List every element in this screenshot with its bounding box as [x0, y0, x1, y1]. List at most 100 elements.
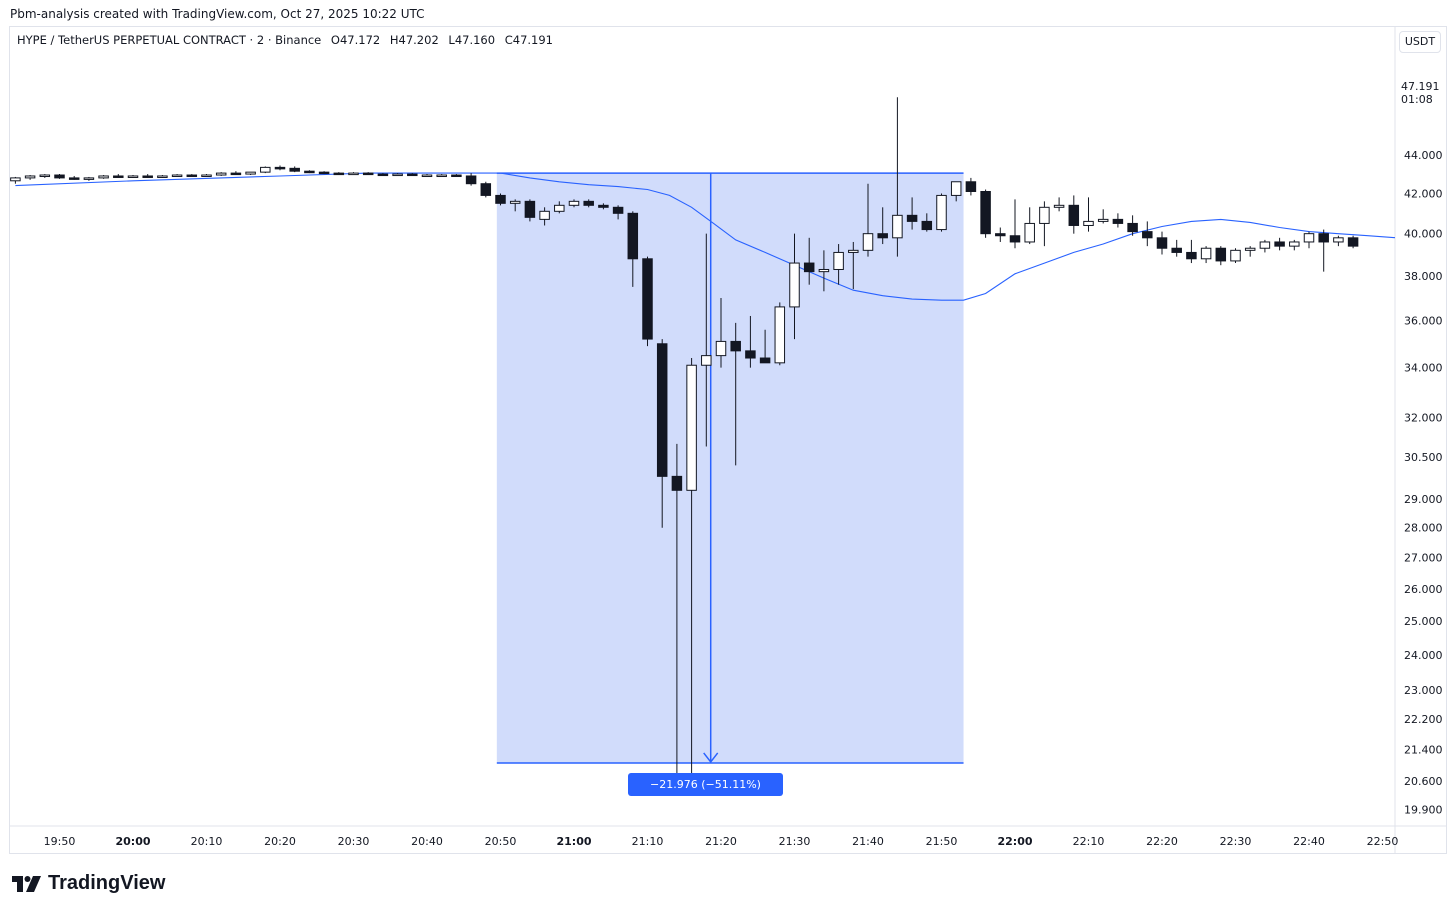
- price-tick-label: 29.000: [1404, 493, 1443, 506]
- candle: [1097, 209, 1109, 224]
- candle-body-down: [1068, 204, 1080, 226]
- candle-body-down: [1347, 237, 1359, 247]
- candle: [1244, 246, 1256, 257]
- candle: [348, 172, 359, 176]
- candle-body-down: [965, 181, 977, 192]
- candle-body-up: [201, 174, 212, 178]
- candle-body-up: [1259, 241, 1271, 249]
- candle-body-down: [612, 206, 624, 214]
- candle: [421, 174, 433, 178]
- candle-body-up: [1083, 220, 1094, 226]
- candle-body-down: [730, 340, 741, 352]
- candle: [965, 177, 977, 196]
- time-tick-label: 20:30: [338, 835, 370, 848]
- candle: [950, 181, 962, 202]
- candle-body-up: [1230, 249, 1241, 262]
- candle: [936, 193, 947, 232]
- price-tick-label: 24.000: [1404, 649, 1443, 662]
- candle: [598, 203, 609, 210]
- candle: [127, 175, 139, 178]
- candle: [671, 443, 683, 793]
- candle: [833, 244, 844, 285]
- candle: [877, 207, 888, 245]
- candle: [715, 297, 727, 368]
- currency-unit-button[interactable]: USDT: [1399, 31, 1441, 53]
- candle-body-down: [1156, 237, 1168, 249]
- time-tick-label: 21:20: [705, 835, 737, 848]
- candle: [803, 237, 815, 285]
- symbol-name[interactable]: HYPE / TetherUS PERPETUAL CONTRACT · 2 ·…: [17, 33, 322, 47]
- candle: [1156, 231, 1168, 255]
- candle-body-up: [554, 204, 565, 212]
- candle-body-up: [24, 175, 36, 179]
- candle: [1186, 239, 1197, 264]
- candle-body-up: [245, 171, 256, 175]
- time-tick-label: 21:10: [632, 835, 664, 848]
- candle: [1289, 239, 1300, 251]
- candle: [1009, 199, 1021, 249]
- candle: [1347, 235, 1359, 249]
- candle-body-up: [1053, 204, 1065, 208]
- candle: [98, 175, 109, 179]
- candle: [451, 174, 462, 178]
- candle: [1112, 213, 1124, 228]
- candle: [260, 166, 271, 174]
- candle-body-up: [701, 355, 712, 366]
- last-price-tag: 47.191 01:08: [1401, 80, 1440, 106]
- candle-body-up: [1039, 206, 1050, 224]
- candle-body-up: [1200, 247, 1212, 260]
- time-tick-label: 22:20: [1146, 835, 1178, 848]
- last-price-tag-bg: [1398, 78, 1444, 106]
- candle-body-up: [862, 233, 874, 251]
- candle: [480, 181, 492, 198]
- time-tick-label: 22:40: [1293, 835, 1325, 848]
- time-tick-label: 20:10: [191, 835, 223, 848]
- candle-body-down: [68, 177, 80, 180]
- candle-body-up: [83, 177, 95, 180]
- candle-body-down: [407, 173, 418, 177]
- time-tick-label: 20:00: [115, 835, 150, 848]
- candle-body-up: [260, 166, 271, 173]
- candle-body-down: [1009, 235, 1021, 243]
- candle: [142, 174, 153, 178]
- candle-body-down: [1127, 222, 1138, 233]
- candle: [1127, 215, 1138, 236]
- candle-body-down: [465, 175, 477, 185]
- candle: [289, 166, 300, 173]
- time-tick-label: 22:10: [1073, 835, 1105, 848]
- candle: [539, 207, 550, 226]
- candle-body-down: [524, 200, 536, 218]
- candle: [1259, 239, 1271, 253]
- candle-body-up: [1024, 222, 1035, 243]
- candle-body-down: [583, 200, 594, 206]
- candle-body-down: [980, 190, 991, 235]
- candle-body-down: [995, 233, 1006, 237]
- price-tick-label: 40.000: [1404, 228, 1443, 241]
- candle-body-down: [1142, 231, 1153, 239]
- price-tick-label: 28.000: [1404, 522, 1443, 535]
- candle-body-down: [759, 357, 771, 364]
- candle-body-up: [10, 177, 21, 182]
- candle-body-down: [333, 172, 345, 176]
- candle: [568, 199, 580, 208]
- candle: [921, 213, 933, 232]
- candle-body-up: [715, 340, 727, 357]
- candle: [1274, 237, 1285, 251]
- chart-frame: [9, 26, 1447, 854]
- candle: [1142, 221, 1153, 247]
- candle: [1333, 235, 1344, 247]
- candle-body-up: [1244, 247, 1256, 251]
- legend-open: O47.172: [330, 33, 381, 47]
- candle: [54, 174, 65, 179]
- candle: [1039, 201, 1050, 247]
- candle-body-up: [833, 251, 844, 270]
- candle: [862, 183, 874, 257]
- candle-body-down: [1215, 247, 1227, 262]
- measure-result-label[interactable]: −21.976 (−51.11%) −21,976: [628, 773, 783, 814]
- candle: [201, 174, 212, 178]
- time-tick-label: 21:40: [852, 835, 884, 848]
- tradingview-logo[interactable]: TradingView: [12, 872, 165, 895]
- candle-body-down: [230, 172, 242, 176]
- candle: [642, 256, 653, 347]
